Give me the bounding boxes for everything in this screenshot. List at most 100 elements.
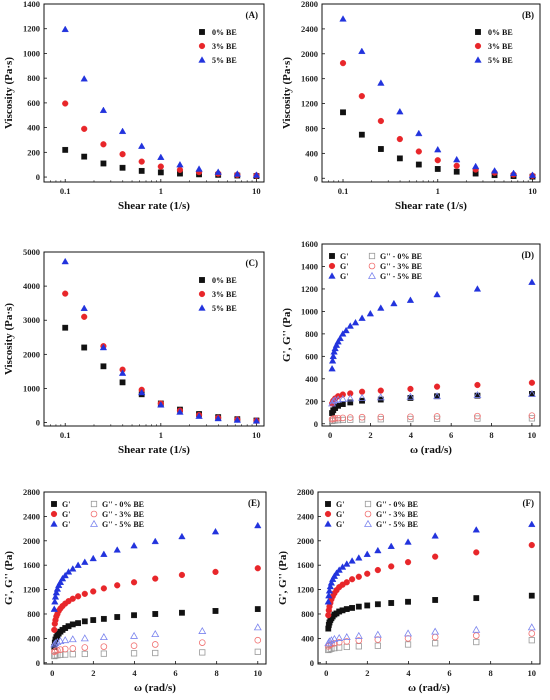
y-axis-label: Viscosity (Pa·s) bbox=[3, 303, 15, 375]
data-point bbox=[61, 636, 70, 644]
legend-label: G' bbox=[336, 500, 344, 509]
data-point bbox=[56, 578, 65, 585]
data-point bbox=[355, 573, 362, 580]
legend-marker bbox=[325, 501, 331, 507]
data-point bbox=[151, 641, 159, 648]
data-point bbox=[50, 648, 58, 656]
data-point bbox=[330, 634, 339, 642]
data-point bbox=[340, 109, 346, 116]
data-point bbox=[474, 415, 481, 422]
x-tick-label: 0 bbox=[324, 668, 328, 678]
data-point bbox=[130, 631, 139, 639]
panel-f: 0 400 800 1200 1600 2000 2400 2800 0 2 4 6 8 10 ω (rad… bbox=[277, 487, 541, 694]
y-tick-label: 800 bbox=[305, 329, 318, 339]
y-tick-label: 800 bbox=[27, 609, 40, 619]
data-point bbox=[490, 167, 499, 174]
y-tick-label: 400 bbox=[305, 148, 318, 158]
data-point bbox=[453, 168, 460, 175]
legend-marker bbox=[90, 500, 98, 508]
data-point bbox=[195, 412, 203, 419]
data-point bbox=[343, 606, 350, 613]
data-point bbox=[431, 633, 439, 641]
data-point bbox=[80, 634, 89, 642]
data-point bbox=[114, 582, 121, 589]
data-point bbox=[176, 160, 184, 168]
legend-label: G'' - 0% BE bbox=[102, 500, 144, 509]
y-tick-label: 1600 bbox=[301, 239, 318, 249]
data-point bbox=[233, 416, 241, 423]
x-tick-label: 1 bbox=[159, 186, 163, 196]
y-axis-label: Viscosity (Pa·s) bbox=[3, 57, 15, 129]
data-point bbox=[130, 579, 138, 586]
legend-marker bbox=[368, 252, 376, 260]
data-point bbox=[99, 106, 108, 113]
y-tick-label: 1000 bbox=[23, 48, 40, 58]
x-tick-label: 4 bbox=[409, 430, 414, 440]
legend-label: G' bbox=[62, 500, 70, 509]
data-point bbox=[432, 553, 439, 560]
legend-marker bbox=[364, 510, 372, 518]
x-axis-label: ω (rad/s) bbox=[408, 682, 450, 694]
x-tick-label: 0.1 bbox=[60, 186, 71, 196]
plot-frame bbox=[321, 243, 541, 427]
data-point bbox=[56, 637, 65, 645]
data-point bbox=[433, 383, 441, 390]
data-point bbox=[331, 396, 340, 404]
data-point bbox=[432, 597, 439, 603]
data-point bbox=[376, 393, 385, 401]
data-point bbox=[415, 161, 422, 168]
plot-frame bbox=[321, 3, 541, 183]
data-point bbox=[342, 633, 351, 641]
legend-marker bbox=[198, 42, 206, 50]
data-point bbox=[57, 651, 64, 658]
data-point bbox=[434, 166, 441, 172]
data-point bbox=[328, 357, 337, 364]
data-point bbox=[325, 591, 333, 599]
legend-marker bbox=[50, 510, 58, 518]
data-point bbox=[54, 646, 61, 654]
y-tick-label: 2400 bbox=[297, 511, 314, 521]
legend-label: 3% BE bbox=[212, 42, 237, 51]
y-tick-label: 1400 bbox=[23, 0, 40, 9]
data-point bbox=[151, 537, 159, 545]
legend-marker bbox=[199, 29, 205, 35]
data-point bbox=[377, 146, 384, 152]
data-point bbox=[474, 392, 481, 399]
y-tick-label: 400 bbox=[301, 633, 314, 643]
data-point bbox=[252, 417, 261, 424]
data-point bbox=[53, 585, 62, 592]
data-point bbox=[346, 394, 355, 402]
legend-label: 0% BE bbox=[488, 28, 513, 37]
x-axis-label: ω (rad/s) bbox=[134, 682, 176, 694]
data-point bbox=[118, 369, 127, 376]
data-point bbox=[339, 391, 346, 398]
legend-label: 0% BE bbox=[212, 28, 237, 37]
data-point bbox=[339, 15, 347, 22]
data-point bbox=[327, 579, 336, 586]
data-point bbox=[355, 554, 363, 561]
data-point bbox=[373, 630, 382, 638]
y-tick-label: 600 bbox=[27, 98, 40, 108]
panel-e: 0 400 800 1200 1600 2000 2400 2800 0 2 4 6 8 10 ω (rad… bbox=[3, 487, 267, 694]
y-axis-label: G', G'' (Pa) bbox=[3, 551, 15, 605]
legend-marker bbox=[368, 262, 376, 270]
data-point bbox=[528, 171, 537, 178]
panel-letter: (B) bbox=[522, 10, 534, 20]
data-point bbox=[254, 636, 262, 644]
legend-label: 5% BE bbox=[488, 56, 513, 65]
y-tick-label: 0 bbox=[36, 658, 40, 668]
legend-label: G' bbox=[340, 272, 348, 281]
y-tick-label: 1200 bbox=[297, 585, 314, 595]
data-point bbox=[53, 637, 62, 645]
data-point bbox=[118, 127, 127, 134]
legend-label: G'' - 5% BE bbox=[102, 520, 144, 529]
data-point bbox=[157, 153, 165, 160]
legend-marker bbox=[198, 304, 206, 311]
data-point bbox=[346, 414, 354, 421]
legend-label: G' bbox=[62, 520, 70, 529]
data-point bbox=[374, 546, 382, 554]
data-point bbox=[157, 169, 164, 176]
data-point bbox=[358, 413, 366, 421]
data-point bbox=[358, 47, 366, 54]
data-point bbox=[254, 521, 262, 529]
